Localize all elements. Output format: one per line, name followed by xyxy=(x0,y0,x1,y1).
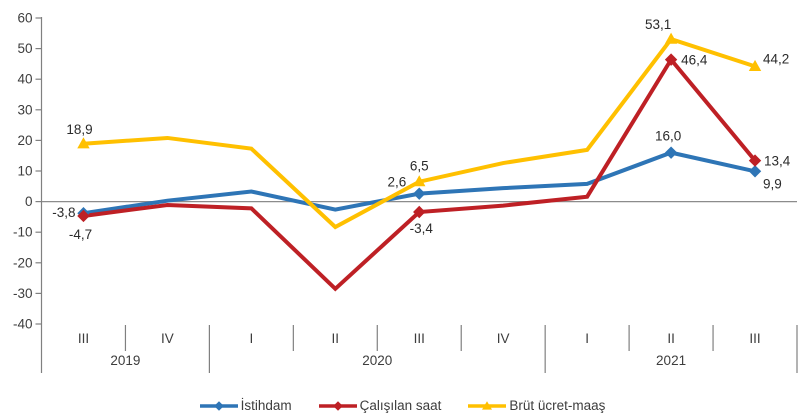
legend: İstihdam Çalışılan saat Brüt ücret-maaş xyxy=(0,395,804,417)
point-marker-0-8 xyxy=(748,165,762,178)
y-axis-label: 0 xyxy=(25,194,33,209)
legend-line-sample-2 xyxy=(468,401,507,410)
legend-label-istihdam: İstihdam xyxy=(240,398,292,414)
quarter-label: II xyxy=(667,331,675,346)
y-axis-label: 30 xyxy=(17,102,32,117)
legend-item-calisilan-saat: Çalışılan saat xyxy=(318,398,442,414)
year-label: 2021 xyxy=(656,353,686,368)
y-axis-label: -30 xyxy=(13,286,33,301)
y-axis-label: 20 xyxy=(17,133,32,148)
legend-line-sample-1 xyxy=(318,401,357,411)
quarter-label: II xyxy=(332,331,340,346)
quarter-label: IV xyxy=(161,331,174,346)
data-label-2-4: 6,5 xyxy=(410,159,429,174)
quarter-label: I xyxy=(249,331,253,346)
legend-marker-triangle-icon xyxy=(482,401,493,410)
data-label-2-7: 53,1 xyxy=(645,17,671,32)
data-label-2-8: 44,2 xyxy=(763,51,789,66)
legend-line-sample-0 xyxy=(199,401,238,411)
legend-swatch-istihdam-icon xyxy=(199,399,239,413)
quarter-label: IV xyxy=(497,331,510,346)
legend-swatch-calisilan-saat-icon xyxy=(318,399,358,413)
y-axis-label: 10 xyxy=(17,164,32,179)
quarter-label: III xyxy=(78,331,89,346)
series-line-1 xyxy=(83,56,757,292)
legend-marker-diamond-icon xyxy=(213,401,224,411)
y-axis-label: -20 xyxy=(13,255,33,270)
data-label-0-4: 2,6 xyxy=(387,175,406,190)
point-marker-0-7 xyxy=(664,146,678,159)
point-marker-2-4 xyxy=(413,175,426,187)
data-label-0-8: 9,9 xyxy=(763,176,782,191)
point-marker-2-8 xyxy=(748,59,762,71)
legend-label-calisilan-saat: Çalışılan saat xyxy=(359,398,442,414)
point-marker-2-0 xyxy=(77,137,90,149)
legend-label-brut-ucret-maas: Brüt ücret-maaş xyxy=(509,398,606,414)
y-axis-label: 60 xyxy=(17,11,32,26)
legend-swatch-brut-ucret-maas-icon xyxy=(467,399,507,413)
data-label-0-7: 16,0 xyxy=(655,129,681,144)
year-label: 2020 xyxy=(362,353,392,368)
legend-item-brut-ucret-maas: Brüt ücret-maaş xyxy=(467,399,605,413)
data-label-1-7: 46,4 xyxy=(681,53,708,68)
legend-marker-diamond-icon xyxy=(332,401,343,411)
point-marker-2-7 xyxy=(664,32,678,44)
quarter-label: III xyxy=(749,331,760,346)
data-label-2-0: 18,9 xyxy=(66,122,92,137)
legend-item-istihdam: İstihdam xyxy=(199,399,292,413)
year-label: 2019 xyxy=(110,353,140,368)
point-marker-0-4 xyxy=(413,187,426,200)
y-axis-label: -10 xyxy=(13,225,33,240)
y-axis-label: 40 xyxy=(17,72,32,87)
y-axis-label: -40 xyxy=(13,317,33,332)
point-marker-1-8 xyxy=(748,154,762,167)
data-label-0-0: -3,8 xyxy=(52,205,75,220)
point-marker-1-4 xyxy=(413,205,426,219)
quarter-label: I xyxy=(585,331,589,346)
quarter-label: III xyxy=(414,331,425,346)
data-label-1-4: -3,4 xyxy=(410,221,434,236)
point-marker-1-0 xyxy=(77,209,90,223)
y-axis-label: 50 xyxy=(17,41,32,56)
data-label-1-0: -4,7 xyxy=(69,227,92,242)
point-marker-1-7 xyxy=(664,53,678,66)
data-label-1-8: 13,4 xyxy=(764,154,791,169)
